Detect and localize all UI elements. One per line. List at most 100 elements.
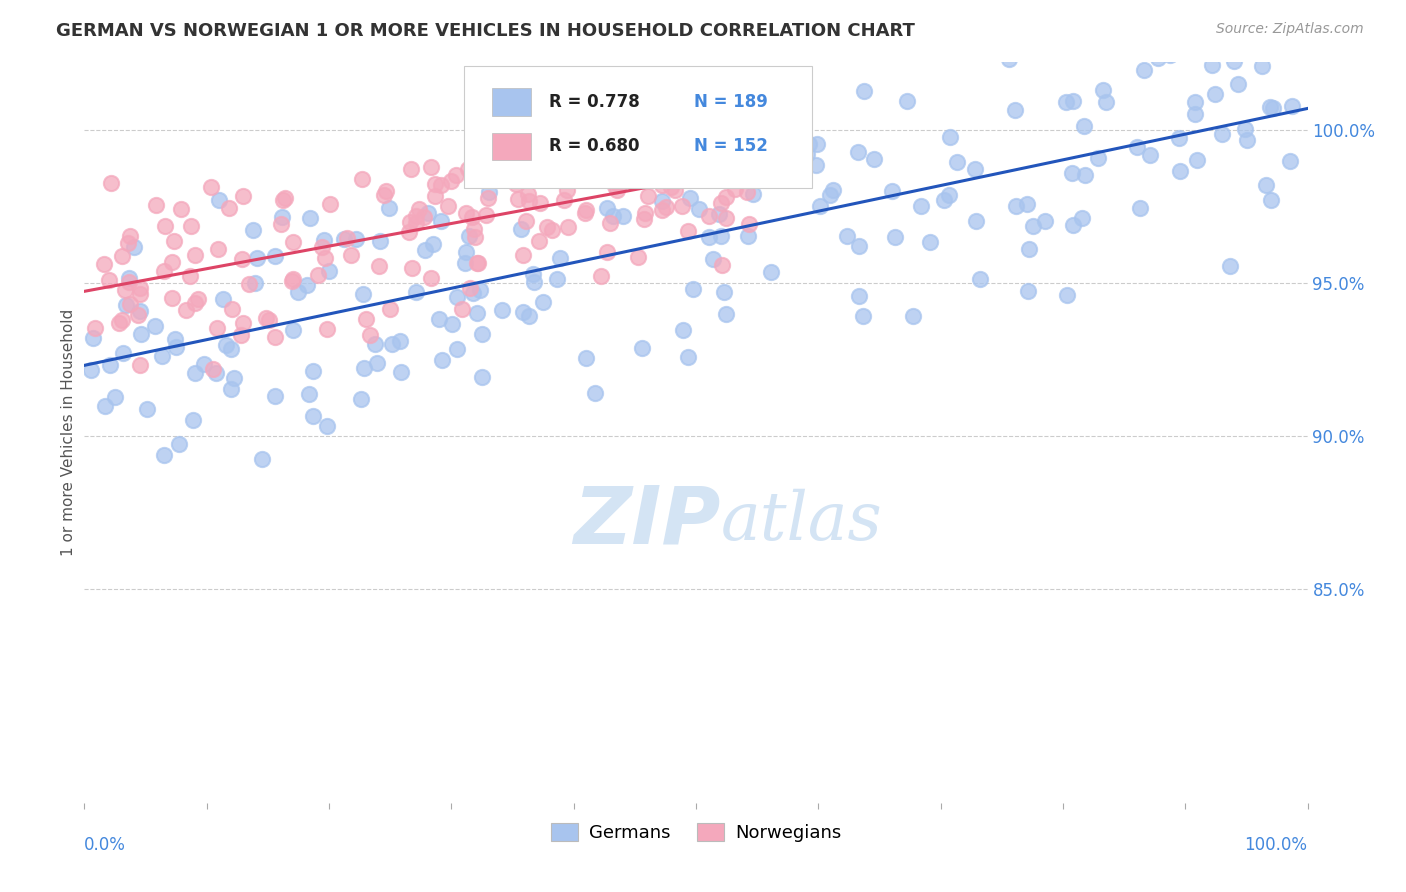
Point: [84, 320, 107, 334]
Point: [405, 209, 427, 223]
Point: [446, 342, 468, 356]
Point: [340, 248, 363, 262]
Point: [422, 236, 444, 251]
Point: [606, 183, 628, 197]
Point: [1185, 153, 1208, 167]
Point: [997, 53, 1019, 67]
Point: [553, 193, 575, 207]
Point: [413, 243, 436, 257]
Point: [416, 206, 439, 220]
Point: [733, 145, 755, 159]
Point: [477, 191, 499, 205]
Point: [910, 199, 932, 213]
Point: [664, 183, 686, 197]
Point: [129, 358, 152, 372]
Point: [316, 322, 339, 336]
Point: [405, 285, 427, 300]
Point: [1073, 119, 1095, 133]
Point: [398, 225, 420, 239]
Text: Source: ZipAtlas.com: Source: ZipAtlas.com: [1216, 22, 1364, 37]
Point: [1201, 58, 1223, 72]
Point: [215, 338, 238, 352]
Point: [808, 199, 831, 213]
Point: [117, 276, 139, 290]
Point: [1005, 199, 1028, 213]
Point: [591, 269, 613, 284]
Point: [1033, 214, 1056, 228]
Point: [437, 199, 460, 213]
Point: [901, 309, 924, 323]
Point: [529, 196, 551, 211]
Point: [120, 229, 142, 244]
Point: [165, 340, 187, 354]
Text: 100.0%: 100.0%: [1244, 836, 1308, 855]
Point: [1018, 242, 1040, 256]
Point: [853, 84, 876, 98]
Point: [257, 313, 280, 327]
Point: [583, 385, 606, 400]
Point: [1260, 194, 1282, 208]
Point: [548, 251, 571, 265]
Point: [478, 185, 501, 199]
Point: [107, 316, 129, 330]
Point: [1236, 133, 1258, 147]
Point: [219, 342, 242, 356]
Point: [118, 296, 141, 310]
Point: [127, 308, 149, 322]
Point: [218, 202, 240, 216]
Point: [562, 118, 585, 132]
Point: [232, 316, 254, 330]
Point: [160, 291, 183, 305]
Point: [471, 326, 494, 341]
Point: [1261, 101, 1284, 115]
Point: [965, 214, 987, 228]
Point: [467, 256, 489, 270]
Point: [440, 174, 463, 188]
Point: [679, 192, 702, 206]
Point: [695, 156, 717, 170]
Point: [1204, 87, 1226, 101]
Point: [512, 305, 534, 319]
Point: [612, 209, 634, 223]
Point: [193, 358, 215, 372]
Point: [301, 364, 323, 378]
Point: [475, 209, 498, 223]
Point: [1056, 288, 1078, 302]
Point: [145, 319, 167, 334]
Point: [1054, 95, 1077, 110]
Point: [457, 161, 479, 176]
Point: [1250, 59, 1272, 73]
Point: [378, 201, 401, 215]
Point: [231, 252, 253, 266]
Point: [471, 370, 494, 384]
Point: [631, 158, 654, 172]
Point: [702, 252, 724, 267]
Point: [301, 409, 323, 423]
Point: [273, 191, 295, 205]
Point: [129, 327, 152, 342]
Point: [720, 153, 742, 167]
Point: [846, 145, 869, 159]
Point: [128, 287, 150, 301]
Point: [145, 197, 167, 211]
FancyBboxPatch shape: [492, 133, 531, 161]
Point: [676, 224, 699, 238]
Point: [671, 199, 693, 213]
Point: [728, 169, 751, 184]
Point: [574, 202, 596, 217]
Point: [671, 165, 693, 179]
Point: [1095, 95, 1118, 110]
Point: [264, 249, 287, 263]
Point: [401, 261, 423, 276]
Point: [180, 219, 202, 233]
Point: [1017, 196, 1039, 211]
Point: [104, 390, 127, 404]
Point: [454, 255, 477, 269]
Point: [446, 290, 468, 304]
Point: [229, 327, 252, 342]
Point: [430, 178, 453, 192]
Point: [264, 389, 287, 403]
Point: [700, 159, 723, 173]
Point: [82, 331, 104, 345]
Point: [221, 301, 243, 316]
